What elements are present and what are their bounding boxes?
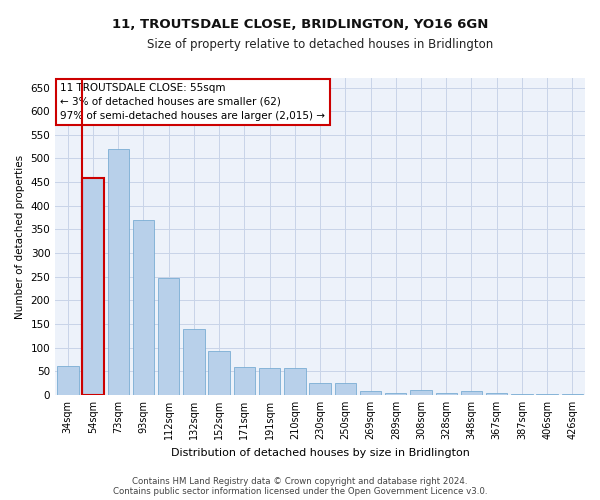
Bar xyxy=(511,394,533,395)
Bar xyxy=(360,391,381,395)
Bar xyxy=(410,390,432,395)
Bar xyxy=(233,366,255,395)
Bar xyxy=(461,391,482,395)
Bar xyxy=(208,351,230,395)
Bar xyxy=(284,368,305,395)
Bar xyxy=(133,220,154,395)
Bar xyxy=(259,368,280,395)
Bar xyxy=(335,383,356,395)
Bar xyxy=(310,383,331,395)
Bar xyxy=(562,394,583,395)
Bar xyxy=(158,278,179,395)
Text: 11, TROUTSDALE CLOSE, BRIDLINGTON, YO16 6GN: 11, TROUTSDALE CLOSE, BRIDLINGTON, YO16 … xyxy=(112,18,488,30)
Bar xyxy=(486,392,508,395)
Bar xyxy=(385,392,406,395)
Y-axis label: Number of detached properties: Number of detached properties xyxy=(15,154,25,318)
Title: Size of property relative to detached houses in Bridlington: Size of property relative to detached ho… xyxy=(147,38,493,51)
Bar xyxy=(536,394,558,395)
Bar xyxy=(82,178,104,395)
Text: 11 TROUTSDALE CLOSE: 55sqm
← 3% of detached houses are smaller (62)
97% of semi-: 11 TROUTSDALE CLOSE: 55sqm ← 3% of detac… xyxy=(61,83,325,121)
Bar xyxy=(436,392,457,395)
X-axis label: Distribution of detached houses by size in Bridlington: Distribution of detached houses by size … xyxy=(170,448,470,458)
Text: Contains HM Land Registry data © Crown copyright and database right 2024.
Contai: Contains HM Land Registry data © Crown c… xyxy=(113,476,487,496)
Bar xyxy=(183,328,205,395)
Bar xyxy=(107,149,129,395)
Bar xyxy=(57,366,79,395)
